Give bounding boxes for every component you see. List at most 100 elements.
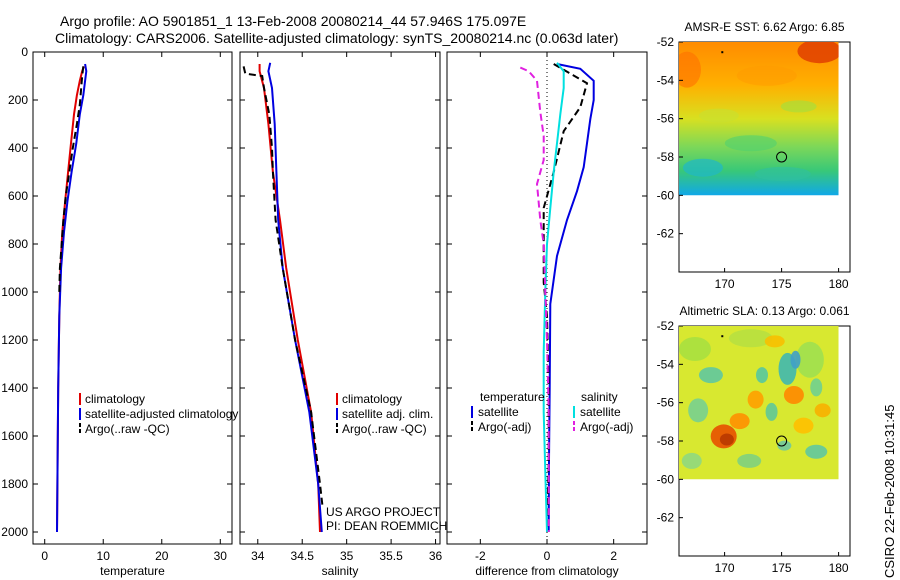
- map-y-tick-label: -60: [657, 188, 675, 202]
- map-y-tick-label: -52: [657, 319, 675, 333]
- legend-label: satellite adj. clim.: [342, 407, 433, 421]
- x-axis-label: temperature: [100, 564, 165, 578]
- warm-patch: [797, 42, 839, 64]
- field-marker-dot: [721, 51, 724, 54]
- anomaly-patch: [681, 452, 702, 469]
- anomaly-patch: [747, 390, 764, 409]
- title-line-2: Climatology: CARS2006. Satellite-adjuste…: [55, 30, 619, 46]
- y-tick-label: 0: [21, 45, 28, 59]
- y-tick-label: 1200: [1, 333, 28, 347]
- x-tick-label: 35.5: [379, 549, 403, 563]
- map-title: Altimetric SLA: 0.13 Argo: 0.061: [679, 304, 849, 318]
- legend-label: Argo(-adj): [580, 420, 633, 434]
- map-field: [679, 326, 839, 480]
- y-tick-label: 1400: [1, 381, 28, 395]
- anomaly-patch: [795, 341, 824, 378]
- plot-frame: [446, 51, 648, 545]
- x-tick-label: -2: [475, 549, 486, 563]
- map-field: [679, 42, 839, 196]
- legend-label: satellite-adjusted climatology: [85, 407, 238, 421]
- legend-label: climatology: [342, 392, 402, 406]
- y-tick-label: 400: [8, 141, 28, 155]
- map-y-tick-label: -58: [657, 434, 675, 448]
- title-line-1: Argo profile: AO 5901851_1 13-Feb-2008 2…: [60, 13, 527, 29]
- map-y-tick-label: -54: [657, 357, 675, 371]
- map-y-tick-label: -52: [657, 35, 675, 49]
- x-tick-label: 0: [41, 549, 48, 563]
- anomaly-patch: [805, 444, 828, 459]
- plot-frame: [239, 51, 441, 545]
- legend-label: Argo(..raw -QC): [85, 422, 170, 436]
- map-x-tick-label: 175: [772, 561, 792, 575]
- x-tick-label: 0: [544, 549, 551, 563]
- map-y-tick-label: -56: [657, 112, 675, 126]
- series-line-satellite: [56, 63, 88, 533]
- y-tick-label: 800: [8, 237, 28, 251]
- x-tick-label: 20: [155, 549, 169, 563]
- series-line-salinity-satellite: [542, 62, 565, 533]
- anomaly-patch: [729, 413, 750, 430]
- anomaly-patch: [783, 386, 804, 404]
- warm-patch: [679, 51, 701, 88]
- anomaly-patch: [679, 337, 711, 361]
- field-marker-dot: [721, 335, 724, 338]
- y-tick-label: 1000: [1, 285, 28, 299]
- anomaly-patch: [688, 398, 709, 423]
- anomaly-patch: [765, 402, 778, 421]
- series-line-argo: [58, 66, 85, 293]
- legend-label: satellite: [580, 405, 621, 419]
- y-tick-label: 1600: [1, 429, 28, 443]
- map-y-tick-label: -54: [657, 73, 675, 87]
- legend-label: Argo(..raw -QC): [342, 422, 427, 436]
- map-x-tick-label: 180: [829, 277, 849, 291]
- series-line-temperature-satellite: [547, 63, 595, 533]
- legend-label: climatology: [85, 392, 145, 406]
- anomaly-patch: [814, 403, 831, 418]
- map-x-tick-label: 170: [715, 277, 735, 291]
- sst-map-panel: AMSR-E SST: 6.62 Argo: 6.85 170 175 180 -52 -…: [657, 20, 851, 291]
- x-tick-label: 36: [429, 549, 443, 563]
- x-tick-label: 10: [97, 549, 111, 563]
- legend-label: Argo(-adj): [478, 420, 531, 434]
- y-tick-label: 200: [8, 93, 28, 107]
- credit-project: US ARGO PROJECT: [326, 505, 441, 519]
- series-line-satellite: [267, 62, 323, 533]
- cool-patch: [724, 135, 777, 152]
- map-x-tick-label: 180: [829, 561, 849, 575]
- anomaly-patch: [719, 433, 734, 446]
- argo-location-marker: [776, 151, 788, 163]
- cold-patch: [754, 166, 811, 181]
- x-tick-label: 2: [610, 549, 617, 563]
- x-tick-label: 30: [214, 549, 228, 563]
- anomaly-patch: [755, 367, 768, 384]
- x-tick-label: 35: [340, 549, 354, 563]
- map-x-tick-label: 170: [715, 561, 735, 575]
- legend-label: satellite: [478, 405, 519, 419]
- anomaly-patch: [728, 329, 773, 348]
- map-y-tick-label: -62: [657, 511, 675, 525]
- legend-heading-temperature: temperature: [480, 390, 545, 404]
- salinity-profile-panel: 34 34.5 35 35.5 36 salinity climatologysatelli…: [239, 51, 443, 578]
- anomaly-patch: [764, 335, 785, 348]
- series-line-salinity-argo: [519, 66, 550, 532]
- x-axis-label: difference from climatology: [475, 564, 618, 578]
- map-y-tick-label: -58: [657, 150, 675, 164]
- anomaly-patch: [810, 378, 823, 397]
- credit-pi: PI: DEAN ROEMMICH: [326, 519, 447, 533]
- y-tick-label: 2000: [1, 525, 28, 539]
- front-patch: [698, 108, 739, 123]
- cold-patch: [682, 158, 723, 177]
- x-tick-label: 34: [251, 549, 265, 563]
- anomaly-patch: [737, 453, 762, 468]
- map-y-tick-label: -60: [657, 472, 675, 486]
- anomaly-patch: [793, 417, 814, 434]
- sla-map-panel: Altimetric SLA: 0.13 Argo: 0.061 170 175 18…: [657, 304, 851, 575]
- warm-patch: [736, 65, 797, 86]
- map-y-tick-label: -56: [657, 396, 675, 410]
- temperature-profile-panel: 0 10 20 30 temperature 0 200 400 600 800 1000 1200 1…: [1, 45, 238, 578]
- plot-frame: [32, 51, 233, 545]
- x-axis-label: salinity: [322, 564, 359, 578]
